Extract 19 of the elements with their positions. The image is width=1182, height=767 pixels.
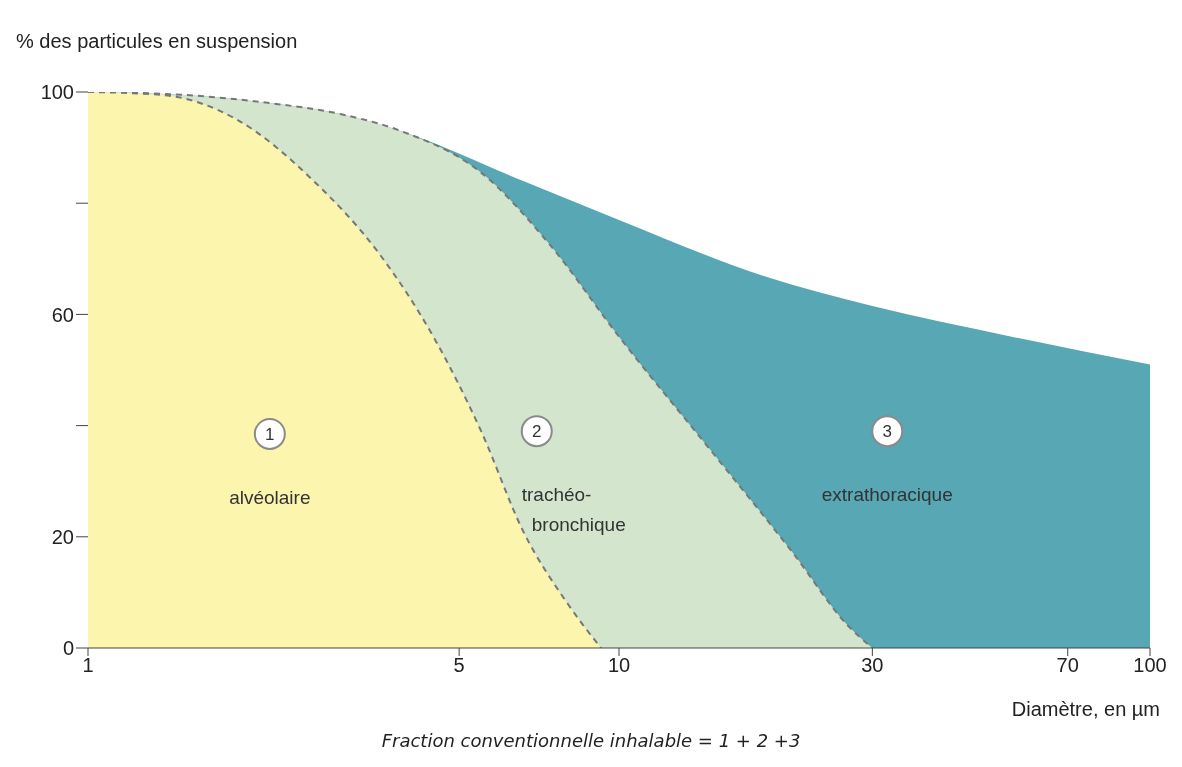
series-label: extrathoracique	[821, 484, 953, 506]
y-axis-title: % des particules en suspension	[16, 30, 298, 53]
y-tick-label: 100	[40, 81, 74, 104]
y-tick-label: 20	[51, 525, 74, 548]
series-label: alvéolaire	[229, 486, 311, 508]
x-tick-label: 70	[1056, 654, 1079, 677]
series-label: trachéo-bronchique	[521, 484, 626, 536]
annotation: 3	[882, 422, 892, 442]
annotation: 2	[532, 422, 542, 442]
text: Fraction conventionnelle inhalable = 1 + 2 +3	[380, 730, 802, 751]
x-axis-title: Diamètre, en µm	[1011, 698, 1160, 721]
y-tick-label: 0	[62, 637, 74, 660]
x-tick-label: 10	[607, 654, 631, 677]
annotation: 1	[265, 424, 275, 444]
x-tick-label: 1	[82, 654, 94, 677]
x-tick-label: 100	[1133, 654, 1167, 677]
x-tick-label: 30	[861, 654, 884, 677]
y-tick-label: 60	[51, 303, 74, 326]
x-tick-label: 5	[453, 654, 465, 677]
